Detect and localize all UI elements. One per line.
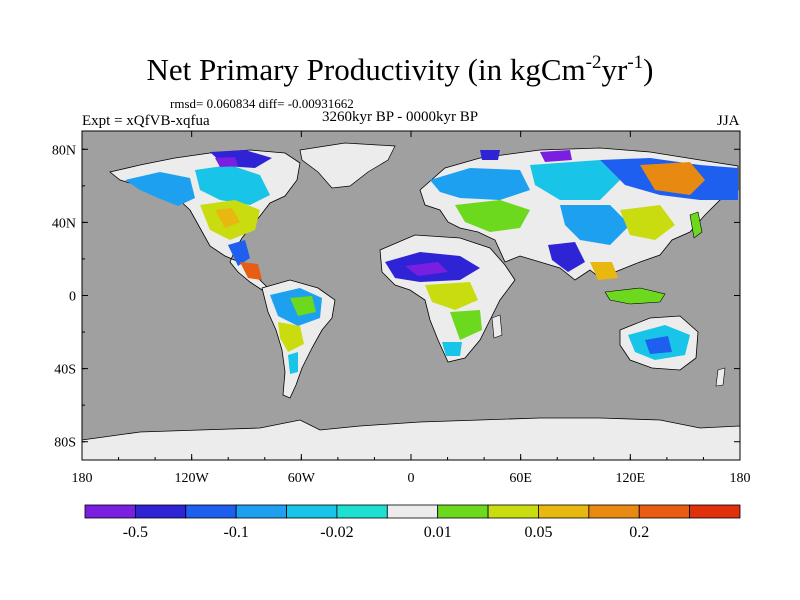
asia-india-region: [548, 242, 585, 272]
y-axis-label: 0: [69, 290, 76, 305]
period-label: 3260kyr BP - 0000kyr BP: [322, 109, 479, 125]
colorbar-swatch: [538, 504, 590, 519]
asia-southeast-region: [590, 262, 618, 280]
new-zealand-landmass: [715, 367, 726, 387]
af-central-region: [425, 282, 478, 310]
colorbar-label: -0.1: [223, 524, 248, 541]
season-label: JJA: [717, 113, 740, 129]
na-canada-region: [195, 165, 270, 205]
af-cape-region: [442, 342, 462, 356]
asia-siberia-region: [530, 160, 620, 200]
antarctica-landmass: [82, 417, 740, 460]
map-title: Net Primary Productivity (in kgCm-2yr-1): [146, 52, 654, 87]
sa-patagonia-region: [288, 352, 298, 374]
asia-northeast-region: [640, 162, 705, 195]
colorbar-swatch: [235, 504, 287, 519]
colorbar-labels: -0.5 -0.1 -0.02 0.01 0.05 0.2: [123, 524, 650, 541]
land-layer: [82, 142, 740, 460]
y-axis-labels: 80N 40N 0 40S 80S: [52, 143, 76, 450]
asia-central-region: [560, 205, 630, 245]
na-arctic-core: [215, 157, 238, 167]
x-axis-label: 180: [72, 471, 93, 486]
colorbar-label: 0.01: [424, 524, 452, 541]
y-axis-label: 80S: [54, 436, 76, 451]
colorbar-swatch: [689, 504, 741, 519]
experiment-label: Expt = xQfVB-xqfua: [82, 113, 210, 129]
na-mexico-region: [240, 262, 262, 280]
colorbar-swatch: [437, 504, 489, 519]
colorbar-label: -0.5: [123, 524, 148, 541]
na-south-region: [228, 240, 250, 266]
colorbar-swatch: [336, 504, 388, 519]
greenland-landmass: [299, 142, 396, 189]
asia-arctic-region: [540, 150, 572, 162]
na-alaska-region: [125, 172, 195, 206]
af-south-region: [450, 310, 482, 340]
x-axis-label: 180: [730, 471, 751, 486]
na-plains-core: [215, 208, 240, 228]
colorbar-swatch: [84, 504, 136, 519]
colorbar-swatch: [386, 504, 439, 519]
colorbar-swatch: [588, 504, 640, 519]
madagascar-landmass: [491, 314, 503, 339]
asia-china-region: [620, 205, 675, 240]
colorbar-swatch: [185, 504, 237, 519]
eu-north-region: [430, 168, 530, 200]
au-core-region: [645, 336, 672, 354]
x-axis-label: 60W: [288, 471, 316, 486]
x-axis-labels: 180 120W 60W 0 60E 120E 180: [72, 471, 751, 486]
stats-label: rmsd= 0.060834 diff= -0.00931662: [170, 96, 354, 111]
eu-central-region: [455, 200, 530, 232]
x-axis-label: 120W: [175, 471, 210, 486]
colorbar: [84, 504, 741, 519]
sa-amazon-core: [290, 296, 316, 316]
y-axis-label: 80N: [52, 143, 76, 158]
colorbar-swatch: [134, 504, 187, 519]
af-sahel-core: [405, 262, 448, 276]
y-axis-label: 40S: [54, 363, 76, 378]
indonesia-landmass: [604, 287, 666, 305]
colorbar-swatch: [638, 504, 691, 519]
x-axis-label: 120E: [616, 471, 646, 486]
sa-south-region: [278, 322, 304, 352]
colorbar-swatch: [487, 504, 539, 519]
eu-arctic-region: [480, 150, 500, 160]
x-axis-label: 0: [408, 471, 415, 486]
colorbar-swatch: [286, 504, 338, 519]
japan-landmass: [689, 211, 703, 239]
colorbar-label: 0.2: [629, 524, 649, 541]
axis-ticks: [81, 131, 741, 460]
x-axis-label: 60E: [509, 471, 532, 486]
colorbar-label: 0.05: [524, 524, 552, 541]
colorbar-label: -0.02: [320, 524, 353, 541]
y-axis-label: 40N: [52, 216, 76, 231]
